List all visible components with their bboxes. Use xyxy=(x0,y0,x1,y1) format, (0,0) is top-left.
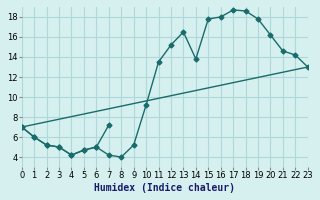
X-axis label: Humidex (Indice chaleur): Humidex (Indice chaleur) xyxy=(94,183,235,193)
